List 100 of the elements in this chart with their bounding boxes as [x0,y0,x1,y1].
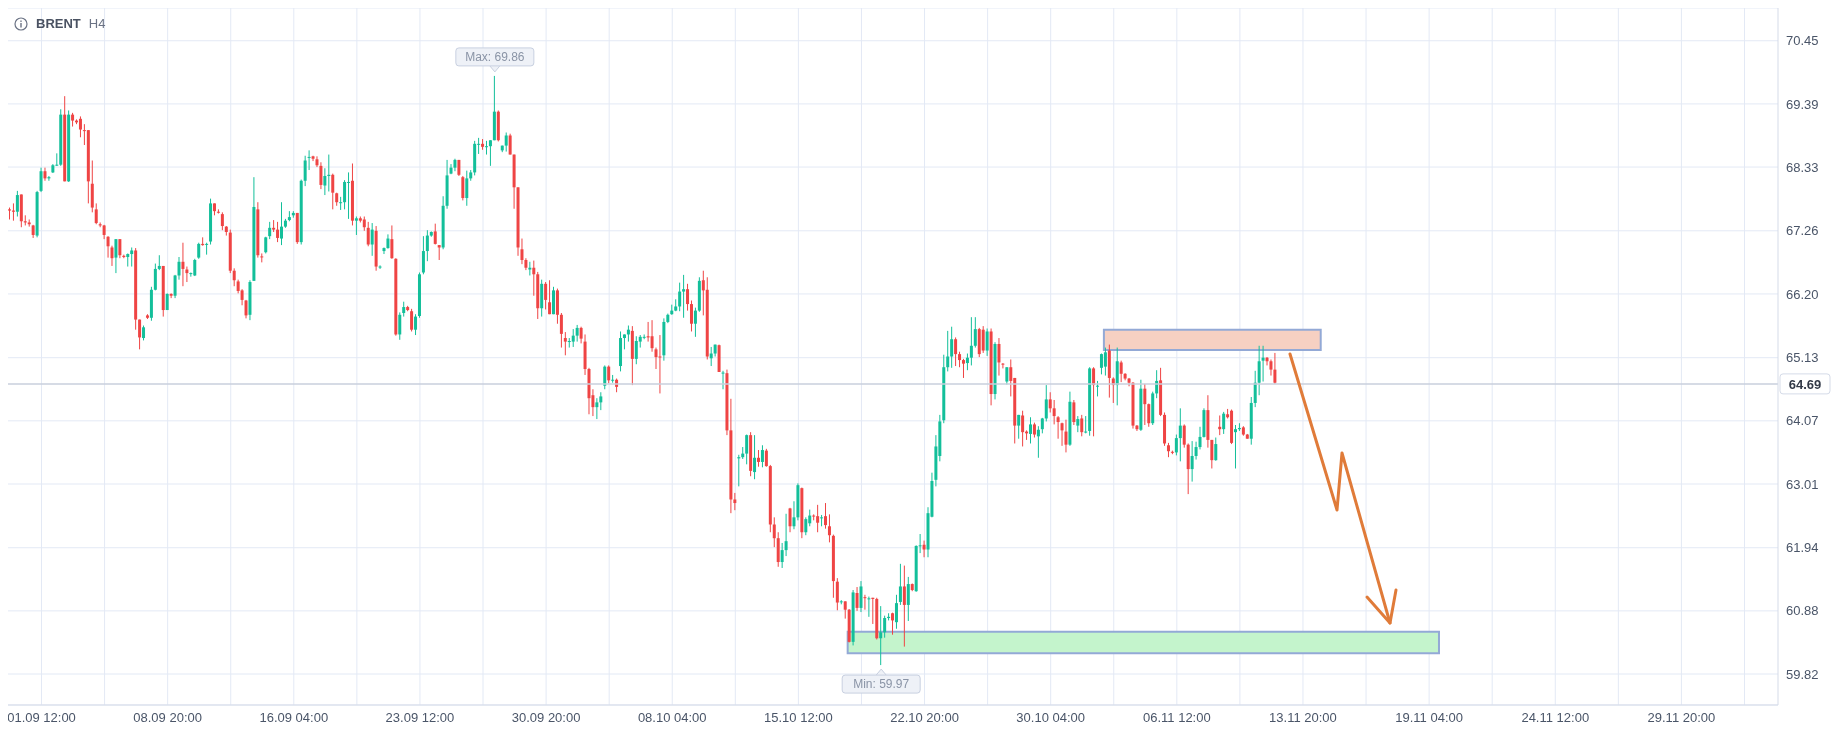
x-tick-label: 06.11 12:00 [1142,710,1211,726]
x-tick-label: 22.10 20:00 [890,710,959,726]
x-tick-label: 08.09 20:00 [133,710,202,726]
candlestick [343,179,347,210]
candlestick [94,202,98,225]
candlestick [1190,440,1194,483]
candlestick [43,167,47,182]
candlestick [1064,419,1068,453]
y-tick-label: 66.20 [1786,286,1819,302]
candlestick [323,167,327,196]
x-tick-label: 15.10 12:00 [764,710,833,726]
candlestick [678,282,682,312]
candlestick [898,563,902,606]
candlestick [776,531,780,568]
candlestick [90,160,94,213]
candlestick [552,286,556,315]
x-tick-label: 29.11 20:00 [1647,710,1716,726]
candlestick [370,222,374,257]
x-tick-label: 01.09 12:00 [7,710,76,726]
candlestick [15,190,19,217]
candlestick [950,326,954,369]
candlestick [1119,360,1123,383]
y-tick-label: 67.26 [1786,223,1819,239]
candlestick [153,263,157,291]
y-tick-label: 65.13 [1786,350,1819,366]
y-tick-label: 59.82 [1786,666,1819,682]
x-tick-label: 30.10 04:00 [1016,710,1086,726]
candlestick [1143,383,1147,426]
candlestick [114,238,118,274]
candlestick [1080,414,1084,437]
candlestick [461,175,465,201]
candlestick [433,223,437,245]
candlestick [686,283,690,312]
candlestick [390,224,394,260]
candlestick [969,316,973,366]
candlestick [508,133,512,156]
candlestick [922,540,926,558]
candlestick [216,208,220,215]
candlestick [138,319,142,350]
candlestick [902,565,906,648]
candlestick [414,313,418,336]
text: BRENT [36,16,81,31]
candlestick [946,330,950,372]
annotation: Min: 59.97 [853,677,910,692]
candlestick [867,596,871,618]
candlestick [130,246,134,268]
y-tick-label: 63.01 [1786,476,1819,492]
candlestick [106,235,110,259]
candlestick [347,171,351,220]
candlestick [658,334,662,394]
candlestick [276,221,280,243]
x-tick-label: 08.10 04:00 [637,710,707,726]
candlestick [1233,424,1237,469]
candlestick [1048,391,1052,413]
candlestick [532,260,536,297]
candlestick [1178,407,1182,462]
candlestick [244,299,248,319]
candlestick [682,274,686,319]
candlestick [366,221,370,247]
candlestick [981,325,985,354]
x-tick-label: 16.09 04:00 [259,710,329,726]
candlestick [280,201,283,246]
candlestick [1222,411,1226,435]
candlestick [339,196,343,211]
candlestick [39,167,43,193]
candlestick [410,308,414,332]
x-tick-label: 24.11 12:00 [1521,710,1590,726]
candlestick [855,586,859,612]
candlestick [504,132,508,153]
candlestick [693,307,697,338]
candlestick [721,370,725,390]
candlestick [563,331,567,356]
candlestick [997,337,1001,377]
candlestick [1056,415,1060,440]
x-tick-label: 30.09 20:00 [511,710,581,726]
candlestick [961,358,965,379]
candlestick [1261,345,1265,383]
candlestick [985,328,989,357]
x-tick-label: 23.09 12:00 [385,710,455,726]
candlestick [1029,416,1032,444]
candlestick [973,316,977,349]
candlestick [1174,434,1178,456]
y-tick-label: 70.45 [1786,33,1819,49]
candlestick [772,516,776,548]
candlestick [1084,415,1088,434]
candlestick [398,311,402,341]
text: H4 [88,16,106,31]
x-tick-label: 19.11 04:00 [1395,710,1463,726]
candlestick [354,216,358,236]
candlestick [863,594,867,611]
candlestick [425,229,429,262]
candlestick [544,281,548,310]
candlestick [548,279,552,315]
ref-line-label: 64.69 [1788,376,1822,392]
candlestick [1182,423,1186,449]
candlestick [1103,347,1107,377]
candlestick [378,264,382,270]
candlestick [465,170,469,207]
candlestick [205,242,209,256]
candlestick [827,513,831,543]
